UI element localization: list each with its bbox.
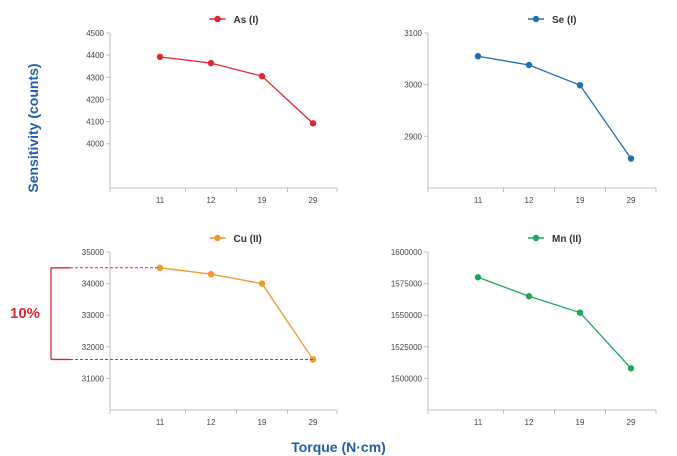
chart-panel-3: 31000 32000 33000 34000 35000 11 12 19 29 Cu (II) <box>82 234 338 427</box>
y-tick-label: 4500 <box>86 29 104 38</box>
legend-label: As (I) <box>234 15 259 26</box>
x-tick-label: 11 <box>156 418 165 427</box>
legend-label: Se (I) <box>552 15 576 26</box>
chart-panel-2: 2900 3000 3100 11 12 19 29 Se (I) <box>404 15 657 205</box>
data-point <box>576 81 584 89</box>
y-tick-label: 4100 <box>86 118 104 127</box>
legend-marker <box>532 15 540 23</box>
y-tick-label: 32000 <box>82 343 105 352</box>
legend-marker <box>214 234 221 242</box>
x-tick-label: 29 <box>309 418 318 427</box>
data-point <box>474 53 482 60</box>
series-line <box>159 267 314 360</box>
series-line <box>477 55 632 159</box>
x-tick-label: 29 <box>627 196 636 205</box>
x-tick-label: 12 <box>207 196 216 205</box>
data-point <box>576 309 584 316</box>
percent-annotation: 10% <box>10 305 41 322</box>
range-bracket <box>50 267 313 361</box>
y-tick-label: 4300 <box>86 73 104 82</box>
y-tick-label: 1550000 <box>391 311 423 320</box>
y-tick-label: 1575000 <box>391 280 423 289</box>
x-tick-label: 12 <box>525 196 534 205</box>
x-tick-label: 11 <box>156 196 165 205</box>
y-tick-label: 4400 <box>86 51 104 60</box>
y-tick-label: 31000 <box>82 374 105 383</box>
data-point <box>156 264 164 271</box>
legend-label: Mn (II) <box>552 234 581 245</box>
y-tick-label: 4000 <box>86 140 104 149</box>
y-tick-label: 33000 <box>82 311 105 320</box>
data-point <box>309 120 317 127</box>
data-point <box>627 365 635 372</box>
legend-marker <box>532 234 540 242</box>
series-line <box>159 56 314 124</box>
x-tick-label: 12 <box>525 418 534 427</box>
data-point <box>258 72 266 80</box>
data-point <box>156 53 164 61</box>
x-tick-label: 11 <box>474 418 483 427</box>
data-point <box>525 61 533 69</box>
x-tick-label: 29 <box>309 196 318 205</box>
x-axis-title: Torque (N·cm) <box>291 439 386 455</box>
x-tick-label: 29 <box>627 418 636 427</box>
x-tick-label: 19 <box>258 418 267 427</box>
y-tick-label: 1500000 <box>391 374 423 383</box>
data-point <box>258 280 266 287</box>
series-line <box>477 276 632 369</box>
data-point <box>207 59 215 67</box>
x-tick-label: 19 <box>576 418 585 427</box>
y-tick-label: 34000 <box>82 280 105 289</box>
y-tick-label: 1600000 <box>391 248 423 257</box>
y-tick-label: 2900 <box>404 132 422 141</box>
x-tick-label: 19 <box>576 196 585 205</box>
x-tick-label: 12 <box>207 418 216 427</box>
data-point <box>627 155 635 162</box>
legend-label: Cu (II) <box>234 234 262 245</box>
legend-marker <box>214 15 221 23</box>
x-tick-label: 11 <box>474 196 483 205</box>
data-point <box>525 293 533 300</box>
data-point <box>474 274 482 281</box>
y-tick-label: 1525000 <box>391 343 423 352</box>
y-tick-label: 3100 <box>404 29 422 38</box>
chart-panel-1: 4000 4100 4200 4300 4400 4500 11 12 19 29 As (I) <box>86 15 338 205</box>
y-tick-label: 35000 <box>82 248 105 257</box>
chart-panel-4: 1500000 1525000 1550000 1575000 1600000 11 12 1… <box>391 234 657 427</box>
data-point <box>207 270 215 278</box>
y-tick-label: 3000 <box>404 81 422 90</box>
x-tick-label: 19 <box>258 196 267 205</box>
y-tick-label: 4200 <box>86 95 104 104</box>
